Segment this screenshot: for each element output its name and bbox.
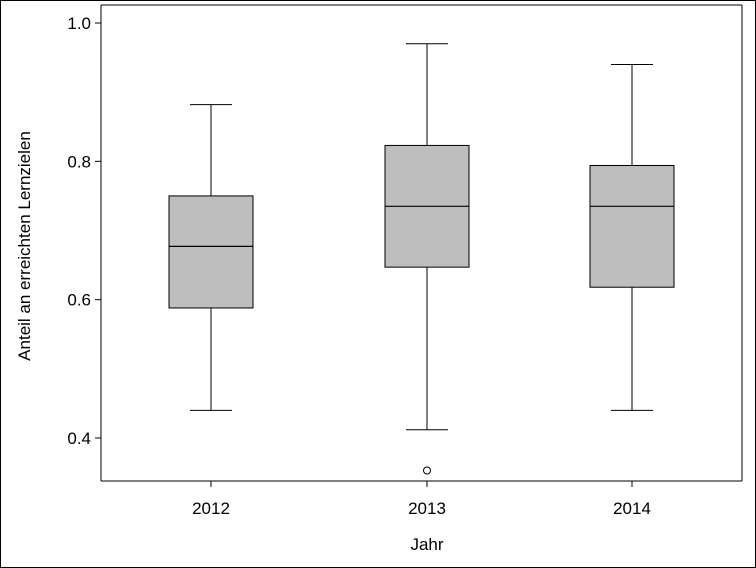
boxes [168,43,675,475]
axes [100,4,743,482]
x-tick-label: 2012 [192,499,230,518]
y-tick-label: 0.8 [67,152,91,171]
y-tick-label: 0.6 [67,291,91,310]
x-ticks: 2012 2013 2014 [192,481,651,518]
outlier-point [423,466,431,475]
x-tick-label: 2014 [613,499,651,518]
x-tick-label: 2013 [408,499,446,518]
box-2013 [384,43,470,475]
y-tick-label: 0.4 [67,429,91,448]
box-2012 [168,104,254,411]
box-2014 [589,64,675,411]
x-axis-label: Jahr [410,535,443,554]
iqr-box [168,195,254,309]
y-tick-label: 1.0 [67,14,91,33]
iqr-box [589,164,675,288]
y-axis-label: Anteil an erreichten Lernzielen [15,131,34,361]
y-ticks: 0.4 0.6 0.8 1.0 [67,14,101,448]
